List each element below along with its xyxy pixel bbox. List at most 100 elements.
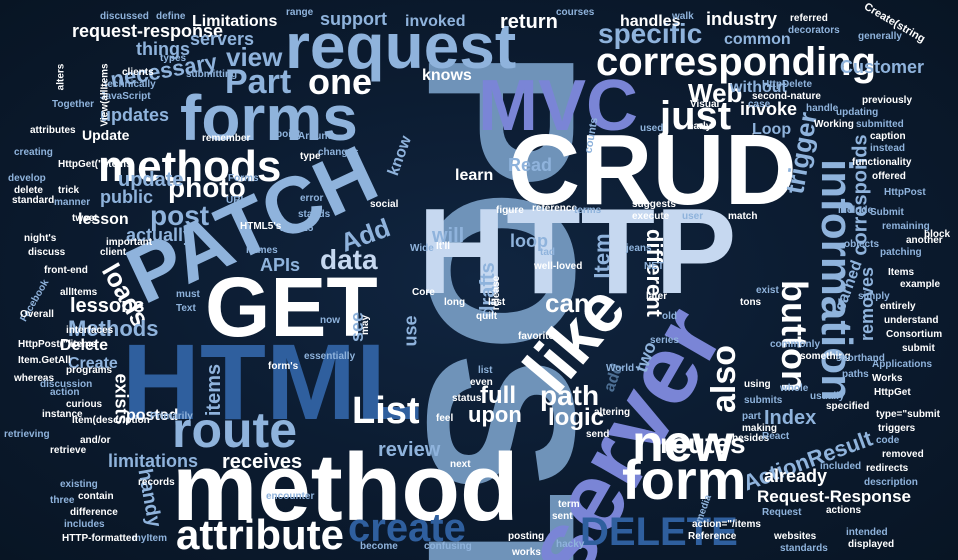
cloud-word: invoked bbox=[405, 13, 466, 30]
cloud-word: important bbox=[106, 237, 153, 248]
cloud-word: front-end bbox=[44, 265, 88, 276]
cloud-word: altering bbox=[594, 407, 631, 418]
cloud-word: description bbox=[864, 477, 918, 488]
cloud-word: delete bbox=[14, 185, 43, 196]
cloud-word: code bbox=[876, 435, 900, 446]
cloud-word: knows bbox=[422, 67, 472, 84]
cloud-word: public bbox=[100, 187, 153, 207]
cloud-word: clients bbox=[122, 67, 154, 78]
cloud-word: Forms bbox=[228, 173, 259, 184]
cloud-word: encounter bbox=[266, 491, 315, 502]
cloud-word: form's bbox=[268, 361, 299, 372]
cloud-word: updates bbox=[100, 105, 170, 125]
cloud-word: just bbox=[660, 94, 732, 138]
cloud-word: Request-Response bbox=[757, 487, 911, 506]
cloud-word: HTTP bbox=[418, 183, 737, 319]
cloud-word: React bbox=[762, 431, 790, 442]
cloud-word: objects bbox=[844, 239, 880, 250]
cloud-word: allItems bbox=[60, 287, 98, 298]
cloud-word: retrieving bbox=[4, 429, 50, 440]
cloud-word: next bbox=[450, 459, 471, 470]
cloud-word: includes bbox=[64, 519, 105, 530]
cloud-word: submitting bbox=[186, 69, 238, 80]
cloud-word: block bbox=[924, 229, 951, 240]
cloud-word: submits bbox=[744, 395, 783, 406]
cloud-word: exist bbox=[756, 285, 779, 296]
cloud-word: path bbox=[540, 380, 600, 411]
cloud-word: full bbox=[480, 382, 516, 409]
cloud-word: industry bbox=[706, 9, 778, 29]
cloud-word: entirely bbox=[880, 301, 916, 312]
cloud-word: return bbox=[500, 11, 558, 33]
cloud-word: reference bbox=[532, 203, 578, 214]
cloud-word: action bbox=[50, 387, 80, 398]
cloud-word: creating bbox=[14, 147, 53, 158]
cloud-word: Primarily bbox=[150, 411, 193, 422]
cloud-word: Item bbox=[589, 233, 615, 279]
cloud-word: request bbox=[285, 10, 517, 82]
cloud-word: HTML bbox=[122, 321, 422, 442]
cloud-word: URL bbox=[226, 195, 247, 206]
cloud-word: trick bbox=[58, 185, 80, 196]
cloud-word: included bbox=[820, 461, 862, 472]
cloud-word: corresponding bbox=[596, 40, 877, 84]
cloud-word: used bbox=[640, 123, 664, 134]
cloud-word: one bbox=[308, 61, 373, 102]
cloud-word: remaining bbox=[882, 221, 930, 232]
cloud-word: now bbox=[320, 315, 340, 326]
cloud-word: confusing bbox=[424, 541, 472, 552]
cloud-word: become bbox=[360, 541, 398, 552]
cloud-word: sent bbox=[552, 511, 573, 522]
cloud-word: generally bbox=[858, 31, 902, 42]
cloud-word: standard bbox=[12, 195, 55, 206]
cloud-word: and/or bbox=[80, 435, 111, 446]
cloud-word: support bbox=[320, 9, 387, 29]
cloud-word: redirects bbox=[866, 463, 909, 474]
cloud-word: review bbox=[378, 439, 441, 461]
cloud-word: Read bbox=[508, 155, 553, 175]
cloud-word: even bbox=[470, 377, 493, 388]
cloud-word: learn bbox=[455, 167, 494, 184]
cloud-word: may bbox=[360, 314, 372, 336]
cloud-word: offered bbox=[872, 171, 906, 182]
cloud-word: create bbox=[348, 506, 466, 550]
cloud-word: actions bbox=[826, 505, 862, 516]
cloud-word: Works bbox=[872, 373, 903, 384]
cloud-word: form bbox=[622, 448, 747, 511]
cloud-word: existing bbox=[60, 479, 98, 490]
cloud-word: early bbox=[688, 121, 712, 132]
cloud-word: three bbox=[50, 495, 75, 506]
cloud-word: myItem bbox=[132, 533, 168, 544]
cloud-word: social bbox=[370, 199, 399, 210]
cloud-word: feel bbox=[436, 413, 454, 424]
cloud-word: release bbox=[491, 275, 503, 311]
cloud-word: servers bbox=[190, 29, 255, 49]
cloud-word: photo bbox=[168, 172, 246, 203]
cloud-word: manner bbox=[54, 197, 91, 208]
cloud-word: posting bbox=[508, 531, 545, 542]
cloud-word: loop bbox=[510, 231, 548, 251]
cloud-word: common bbox=[724, 31, 791, 48]
cloud-word: submitted bbox=[856, 119, 904, 130]
cloud-word: old bbox=[662, 311, 677, 322]
cloud-word: methods bbox=[98, 142, 282, 191]
cloud-word: curious bbox=[66, 399, 103, 410]
cloud-word: client bbox=[100, 247, 127, 258]
cloud-word: Index bbox=[764, 407, 817, 429]
cloud-word: status bbox=[452, 393, 482, 404]
cloud-word: technically bbox=[104, 79, 156, 90]
cloud-word: simply bbox=[858, 291, 890, 302]
cloud-word: MVC bbox=[478, 66, 638, 146]
cloud-word: well-loved bbox=[534, 261, 583, 272]
cloud-word: interfaces bbox=[66, 325, 114, 336]
cloud-word: routes bbox=[660, 428, 746, 459]
cloud-word: updating bbox=[836, 107, 879, 118]
cloud-word: things bbox=[136, 39, 190, 59]
cloud-word: HttpGet("/items bbox=[58, 159, 132, 170]
cloud-word: instead bbox=[870, 143, 906, 154]
cloud-word: send bbox=[586, 429, 610, 440]
cloud-word: patching bbox=[880, 247, 922, 258]
cloud-word: JavaScript bbox=[100, 91, 151, 102]
cloud-word: attributes bbox=[30, 125, 76, 136]
cloud-word: corresponds bbox=[849, 134, 872, 256]
